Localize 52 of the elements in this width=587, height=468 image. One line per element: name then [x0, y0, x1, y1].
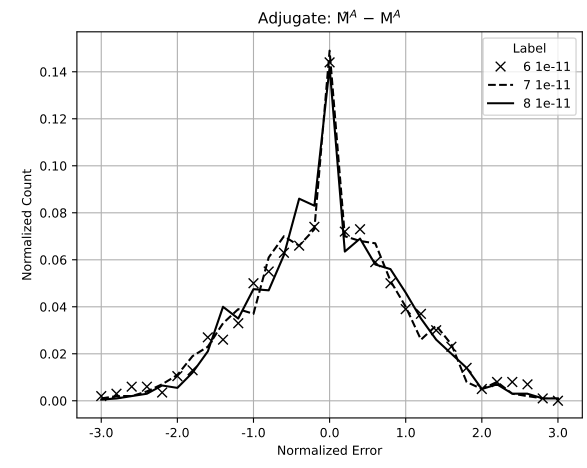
point [552, 395, 564, 406]
point [126, 381, 138, 392]
point [400, 304, 412, 315]
point [141, 381, 152, 392]
y-tick-label: 0.06 [40, 255, 66, 265]
point [384, 278, 396, 289]
x-tick-label: -2.0 [166, 428, 189, 438]
point [430, 324, 442, 336]
point [232, 318, 244, 329]
point [96, 390, 107, 402]
legend-label: 6 1e-11 [524, 62, 570, 72]
point [476, 383, 488, 395]
legend-label: 8 1e-11 [524, 98, 570, 108]
x-tick-label: -1.0 [242, 428, 265, 438]
point [110, 388, 122, 400]
point [522, 378, 534, 390]
y-tick-label: 0.10 [40, 161, 66, 171]
legend-label: 7 1e-11 [524, 80, 570, 90]
point [217, 334, 229, 346]
point [308, 221, 320, 232]
point [354, 224, 366, 235]
chart-title: Adjugate: M̃$^{A}$ − M$^{A}$ [258, 10, 400, 27]
point [446, 341, 457, 352]
y-tick-label: 0.14 [40, 67, 66, 77]
y-axis-title: Normalized Count [22, 169, 32, 280]
x-axis-title: Normalized Error [278, 445, 382, 455]
point [156, 386, 168, 398]
y-tick-label: 0.04 [40, 302, 66, 312]
point [202, 332, 214, 343]
legend-title: Label [514, 43, 546, 53]
y-tick-label: 0.02 [40, 349, 66, 359]
point [415, 308, 426, 320]
x-tick-label: 2.0 [472, 428, 491, 438]
point [172, 370, 183, 382]
point [248, 278, 260, 289]
x-tick-label: 1.0 [397, 428, 415, 438]
point [339, 226, 350, 238]
point [278, 247, 290, 258]
x-tick-label: -3.0 [90, 428, 113, 438]
x-tick-label: 3.0 [548, 428, 568, 438]
point [187, 364, 198, 376]
point [537, 392, 548, 404]
point [263, 266, 274, 278]
point [324, 56, 336, 68]
y-tick-label: 0.00 [40, 396, 66, 406]
y-tick-label: 0.08 [40, 208, 66, 218]
point [492, 376, 503, 388]
x-tick-label: 0.0 [320, 428, 339, 438]
point [294, 240, 305, 252]
y-tick-label: 0.12 [40, 114, 66, 124]
point [506, 376, 518, 388]
point [370, 256, 381, 268]
